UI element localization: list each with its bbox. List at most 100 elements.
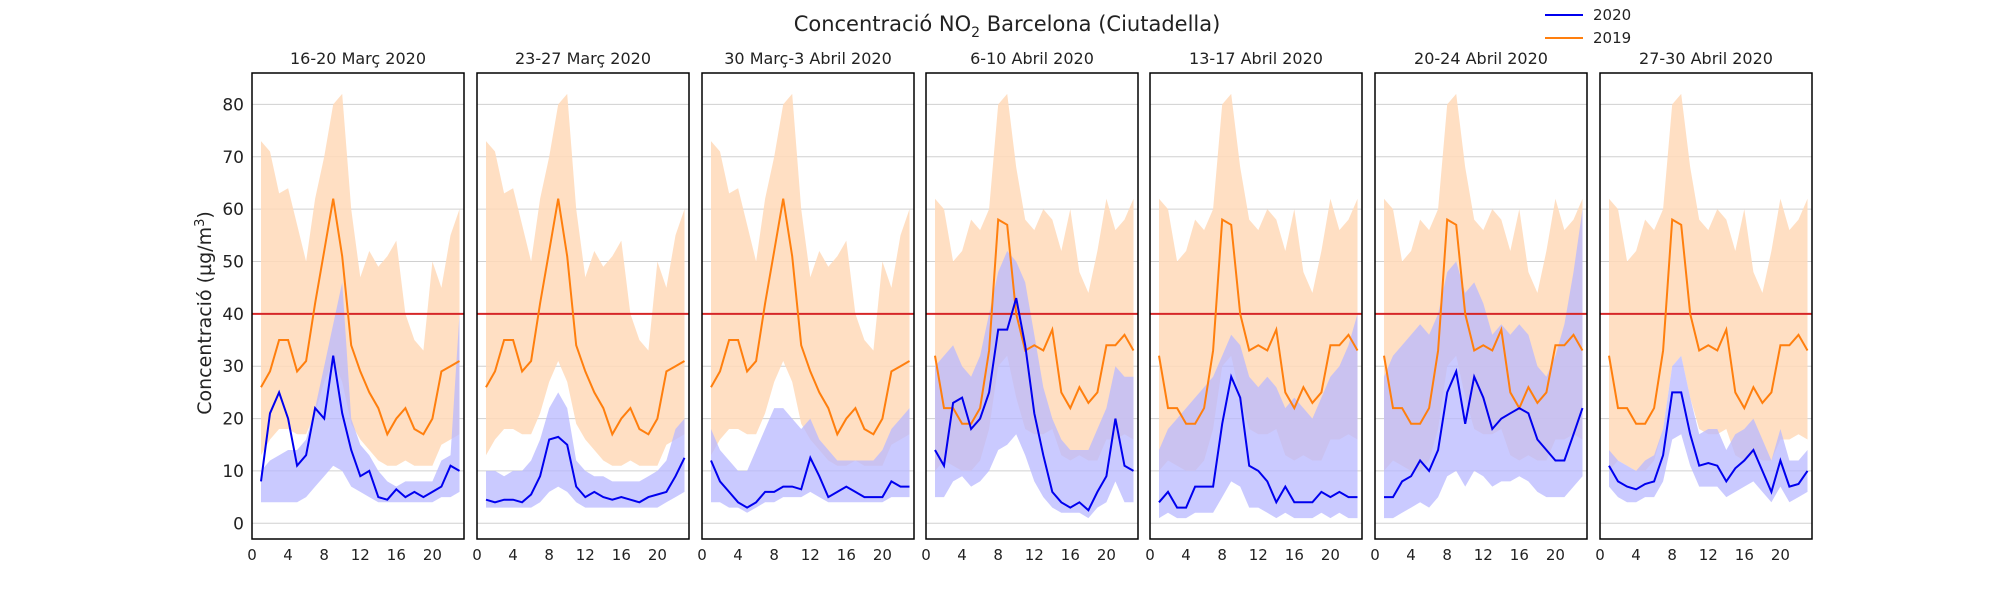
x-tick-label: 8 [1217,546,1227,564]
x-tick-label: 4 [1181,546,1191,564]
chart-title: Concentració NO2 Barcelona (Ciutadella) [794,12,1221,41]
x-tick-label: 0 [247,546,257,564]
series-line-2019 [1158,217,1359,425]
y-tick-label: 40 [222,305,244,325]
x-tick-label: 16 [612,546,631,564]
band-2019 [711,93,910,466]
x-tick-label: 16 [1735,546,1754,564]
panel-6: 20-24 Abril 2020 0 4 8 12 16 20 [1370,49,1588,564]
series-line-2020 [1158,373,1358,509]
series-line-2020 [1384,367,1584,499]
band-2019 [486,93,685,466]
series-line-2019 [485,198,686,437]
x-tick-label: 16 [837,546,856,564]
y-tick-label: 0 [233,514,244,534]
legend-label-2020: 2020 [1593,6,1631,24]
panel-plot-area [1150,93,1362,519]
panel-title: 23-27 Març 2020 [515,49,651,68]
panel-frame [925,72,1139,540]
x-tick-label: 20 [873,546,892,564]
x-tick-label: 20 [1771,546,1790,564]
panel-title: 13-17 Abril 2020 [1189,49,1323,68]
panel-frame [476,72,690,540]
x-tick-label: 0 [697,546,707,564]
series-line-2019 [1383,217,1584,425]
x-tick-label: 4 [1631,546,1641,564]
band-2020 [261,282,460,503]
panel-title: 6-10 Abril 2020 [970,49,1094,68]
x-tick-label: 12 [1025,546,1044,564]
panel-plot-area [1375,93,1587,519]
x-tick-label: 0 [1370,546,1380,564]
x-tick-label: 0 [921,546,931,564]
x-tick-label: 8 [769,546,779,564]
x-tick-label: 8 [1667,546,1677,564]
panel-1: 16-20 Març 2020 0 4 8 12 16 20 0 10 20 30 40 50 60 70 8… [222,49,465,564]
series-line-2020 [485,435,686,504]
x-tick-label: 16 [1061,546,1080,564]
x-tick-label: 4 [283,546,293,564]
y-tick-label: 60 [222,200,244,220]
panel-2: 23-27 Març 2020 0 4 8 12 16 20 [472,49,690,564]
legend-label-2019: 2019 [1593,29,1631,47]
x-tick-label: 12 [1249,546,1268,564]
x-tick-label: 0 [1145,546,1155,564]
y-tick-label: 20 [222,410,244,430]
y-tick-label: 50 [222,252,244,272]
x-tick-label: 0 [472,546,482,564]
band-2019 [1609,93,1808,471]
x-tick-label: 12 [801,546,820,564]
panel-7: 27-30 Abril 2020 0 4 8 12 16 20 [1595,49,1813,564]
y-axis-label: Concentració (µg/m3) [193,211,216,415]
series-line-2020 [260,355,461,501]
panel-plot-area [702,93,914,513]
x-tick-label: 20 [1321,546,1340,564]
series-line-2020 [710,455,910,509]
panel-frame [701,72,915,540]
panel-plot-area [252,93,464,503]
band-2019 [261,93,460,466]
y-tick-label: 80 [222,95,244,115]
panel-plot-area [926,93,1138,519]
panel-plot-area [477,93,689,508]
x-tick-label: 20 [648,546,667,564]
x-tick-label: 16 [1285,546,1304,564]
x-tick-label: 4 [957,546,967,564]
x-tick-label: 4 [508,546,518,564]
y-tick-label: 10 [222,462,244,482]
x-tick-label: 8 [1442,546,1452,564]
band-2020 [486,392,685,508]
panel-3: 30 Març-3 Abril 2020 0 4 8 12 16 20 [697,49,915,564]
x-tick-label: 8 [544,546,554,564]
series-line-2019 [710,198,911,437]
x-tick-label: 8 [319,546,329,564]
x-tick-label: 16 [1510,546,1529,564]
panel-title: 16-20 Març 2020 [290,49,426,68]
panel-title: 20-24 Abril 2020 [1414,49,1548,68]
x-tick-label: 12 [576,546,595,564]
panel-5: 13-17 Abril 2020 0 4 8 12 16 20 [1145,49,1363,564]
x-tick-label: 20 [1546,546,1565,564]
x-tick-label: 8 [993,546,1003,564]
x-tick-label: 16 [387,546,406,564]
series-line-2020 [934,297,1135,512]
x-tick-label: 20 [423,546,442,564]
x-tick-label: 4 [733,546,743,564]
panel-4: 6-10 Abril 2020 0 4 8 12 16 20 [921,49,1139,564]
x-tick-label: 0 [1595,546,1605,564]
panel-plot-area [1600,93,1812,503]
x-tick-label: 12 [1699,546,1718,564]
panel-title: 30 Març-3 Abril 2020 [724,49,892,68]
panel-frame [251,72,465,540]
x-tick-label: 20 [1097,546,1116,564]
band-2020 [935,251,1134,519]
series-line-2019 [260,198,461,437]
y-tick-label: 30 [222,357,244,377]
y-tick-label: 70 [222,148,244,168]
x-tick-label: 4 [1406,546,1416,564]
panel-frame [1374,72,1588,540]
series-line-2019 [934,217,1135,425]
series-line-2020 [1608,391,1809,495]
